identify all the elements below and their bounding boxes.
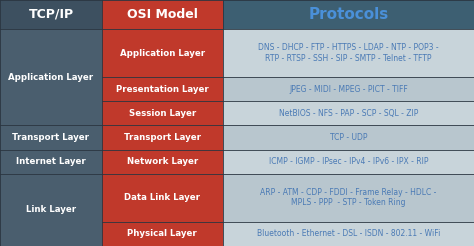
Bar	[0, 0, 102, 29]
Text: Network Layer: Network Layer	[127, 157, 198, 166]
Bar	[102, 0, 223, 29]
Text: Session Layer: Session Layer	[129, 109, 196, 118]
Bar	[0, 150, 102, 174]
Text: TCP - UDP: TCP - UDP	[329, 133, 367, 142]
Text: TCP/IP: TCP/IP	[28, 8, 73, 21]
Text: Data Link Layer: Data Link Layer	[124, 193, 201, 202]
Text: Internet Layer: Internet Layer	[16, 157, 86, 166]
Bar	[102, 29, 223, 77]
Bar	[223, 222, 474, 246]
Bar	[102, 77, 223, 101]
Text: JPEG - MIDI - MPEG - PICT - TIFF: JPEG - MIDI - MPEG - PICT - TIFF	[289, 85, 408, 94]
Bar	[102, 101, 223, 125]
Text: Bluetooth - Ethernet - DSL - ISDN - 802.11 - WiFi: Bluetooth - Ethernet - DSL - ISDN - 802.…	[257, 230, 440, 238]
Text: Transport Layer: Transport Layer	[12, 133, 90, 142]
Bar	[0, 125, 102, 150]
Text: Link Layer: Link Layer	[26, 205, 76, 214]
Text: Application Layer: Application Layer	[9, 73, 93, 82]
Text: Transport Layer: Transport Layer	[124, 133, 201, 142]
Bar	[223, 101, 474, 125]
Text: Presentation Layer: Presentation Layer	[116, 85, 209, 94]
Bar	[223, 0, 474, 29]
Bar	[223, 125, 474, 150]
Bar	[223, 174, 474, 222]
Bar	[102, 174, 223, 222]
Text: ARP - ATM - CDP - FDDI - Frame Relay - HDLC -
MPLS - PPP  - STP - Token Ring: ARP - ATM - CDP - FDDI - Frame Relay - H…	[260, 188, 437, 207]
Text: DNS - DHCP - FTP - HTTPS - LDAP - NTP - POP3 -
RTP - RTSP - SSH - SIP - SMTP - T: DNS - DHCP - FTP - HTTPS - LDAP - NTP - …	[258, 43, 439, 63]
Bar	[0, 174, 102, 246]
Text: NetBIOS - NFS - PAP - SCP - SQL - ZIP: NetBIOS - NFS - PAP - SCP - SQL - ZIP	[279, 109, 418, 118]
Bar	[102, 125, 223, 150]
Bar	[102, 222, 223, 246]
Text: OSI Model: OSI Model	[127, 8, 198, 21]
Bar	[223, 150, 474, 174]
Bar	[0, 29, 102, 125]
Text: Application Layer: Application Layer	[120, 48, 205, 58]
Bar	[223, 77, 474, 101]
Bar	[223, 29, 474, 77]
Text: Protocols: Protocols	[308, 7, 389, 22]
Bar	[102, 150, 223, 174]
Text: ICMP - IGMP - IPsec - IPv4 - IPv6 - IPX - RIP: ICMP - IGMP - IPsec - IPv4 - IPv6 - IPX …	[269, 157, 428, 166]
Text: Physical Layer: Physical Layer	[128, 230, 197, 238]
